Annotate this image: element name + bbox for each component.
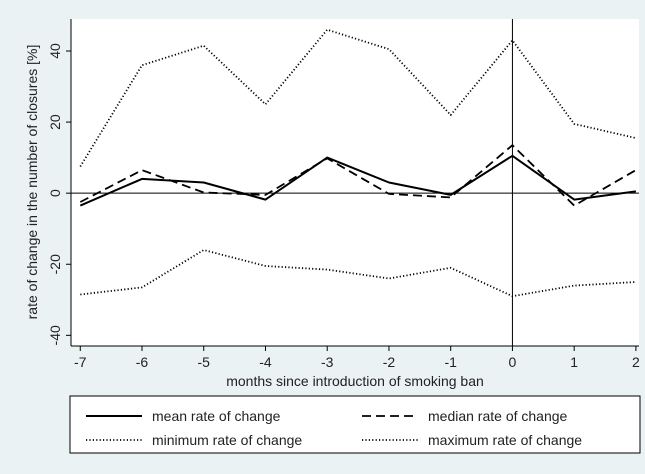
y-tick-label: -40 xyxy=(47,325,63,345)
series-lines xyxy=(79,28,637,298)
legend-label-2: median rate of change xyxy=(428,408,568,424)
x-tick-label: -5 xyxy=(198,354,211,370)
y-tick-label: -20 xyxy=(47,254,63,274)
x-tick-label: 0 xyxy=(509,354,517,370)
x-tick-label: -3 xyxy=(321,354,334,370)
x-tick-label: 2 xyxy=(632,354,640,370)
legend-label-1: mean rate of change xyxy=(152,408,281,424)
y-tick-label: 20 xyxy=(47,114,63,130)
legend-label-4: maximum rate of change xyxy=(428,432,582,448)
x-tick-label: -7 xyxy=(74,354,87,370)
x-tick-label: -6 xyxy=(136,354,149,370)
x-tick-label: 1 xyxy=(570,354,578,370)
legend: mean rate of change median rate of change… xyxy=(86,408,582,448)
series-line-2 xyxy=(79,144,637,207)
reference-lines xyxy=(71,19,639,346)
y-tick-label: 40 xyxy=(47,43,63,59)
x-tick-label: -4 xyxy=(259,354,272,370)
y-tick-label: 0 xyxy=(47,189,63,197)
legend-label-3: minimum rate of change xyxy=(152,432,302,448)
plot-area xyxy=(71,19,639,346)
x-tick-label: -1 xyxy=(444,354,457,370)
x-tick-label: -2 xyxy=(383,354,396,370)
legend-box xyxy=(69,395,641,454)
x-ticks: -7 -6 -5 -4 -3 -2 -1 0 1 2 xyxy=(74,346,640,370)
x-axis-title: months since introduction of smoking ban xyxy=(226,373,484,389)
y-axis-title: rate of change in the number of closures… xyxy=(24,45,40,320)
y-ticks: -40 -20 0 20 40 xyxy=(47,43,71,345)
